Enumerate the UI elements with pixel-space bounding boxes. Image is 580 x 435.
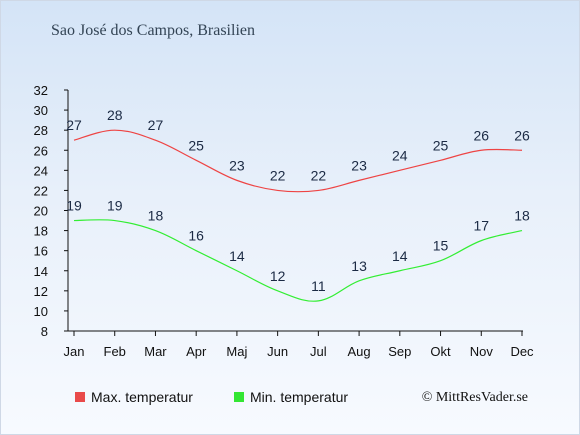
data-label-min: 14 [392, 248, 408, 264]
y-tick-label: 12 [34, 284, 48, 299]
y-tick-label: 20 [34, 204, 48, 219]
legend-swatch-max [75, 392, 85, 402]
data-label-max: 27 [148, 117, 164, 133]
legend-item-max: Max. temperatur [75, 389, 193, 405]
x-tick-label: Maj [226, 344, 247, 359]
data-label-min: 19 [107, 198, 123, 214]
y-tick-label: 32 [34, 83, 48, 98]
data-label-min: 11 [311, 278, 326, 294]
data-label-min: 16 [188, 228, 204, 244]
x-tick-label: Dec [510, 344, 534, 359]
x-tick-label: Jul [310, 344, 327, 359]
y-tick-label: 14 [34, 264, 48, 279]
data-label-min: 18 [148, 208, 164, 224]
y-tick-label: 24 [34, 163, 48, 178]
y-tick-label: 30 [34, 103, 48, 118]
x-tick-label: Sep [388, 344, 411, 359]
data-label-min: 14 [229, 248, 245, 264]
series-line-min [73, 219, 523, 302]
x-tick-label: Jun [267, 344, 288, 359]
data-label-min: 13 [351, 258, 367, 274]
x-tick-label: Feb [104, 344, 126, 359]
data-label-min: 17 [473, 218, 489, 234]
x-tick-label: Aug [348, 344, 371, 359]
data-label-max: 23 [351, 157, 367, 173]
data-label-min: 19 [66, 198, 82, 214]
x-tick-label: Okt [430, 344, 451, 359]
legend-label-max: Max. temperatur [91, 389, 193, 405]
data-label-max: 26 [514, 127, 530, 143]
data-label-max: 26 [473, 127, 489, 143]
y-tick-label: 26 [34, 143, 48, 158]
data-label-max: 28 [107, 107, 123, 123]
x-tick-label: Apr [186, 344, 207, 359]
credit-text: © MittResVader.se [421, 390, 528, 405]
x-tick-label: Jan [64, 344, 85, 359]
y-tick-label: 8 [41, 324, 48, 339]
legend-swatch-min [234, 392, 244, 402]
x-tick-label: Nov [470, 344, 494, 359]
x-tick-label: Mar [144, 344, 167, 359]
legend-item-min: Min. temperatur [234, 389, 348, 405]
y-tick-label: 22 [34, 183, 48, 198]
data-label-min: 18 [514, 208, 530, 224]
chart-title: Sao José dos Campos, Brasilien [51, 22, 255, 39]
legend-label-min: Min. temperatur [250, 389, 349, 405]
data-label-max: 25 [188, 137, 204, 153]
data-label-max: 27 [66, 117, 82, 133]
y-tick-label: 10 [34, 304, 48, 319]
data-label-max: 23 [229, 157, 245, 173]
y-tick-label: 16 [34, 244, 48, 259]
series-line-max [73, 129, 523, 193]
y-tick-label: 28 [34, 123, 48, 138]
data-label-max: 22 [311, 167, 327, 183]
data-label-min: 12 [270, 268, 286, 284]
data-label-min: 15 [433, 238, 449, 254]
data-label-max: 22 [270, 167, 286, 183]
y-tick-label: 18 [34, 224, 48, 239]
data-label-max: 24 [392, 147, 408, 163]
data-label-max: 25 [433, 137, 449, 153]
